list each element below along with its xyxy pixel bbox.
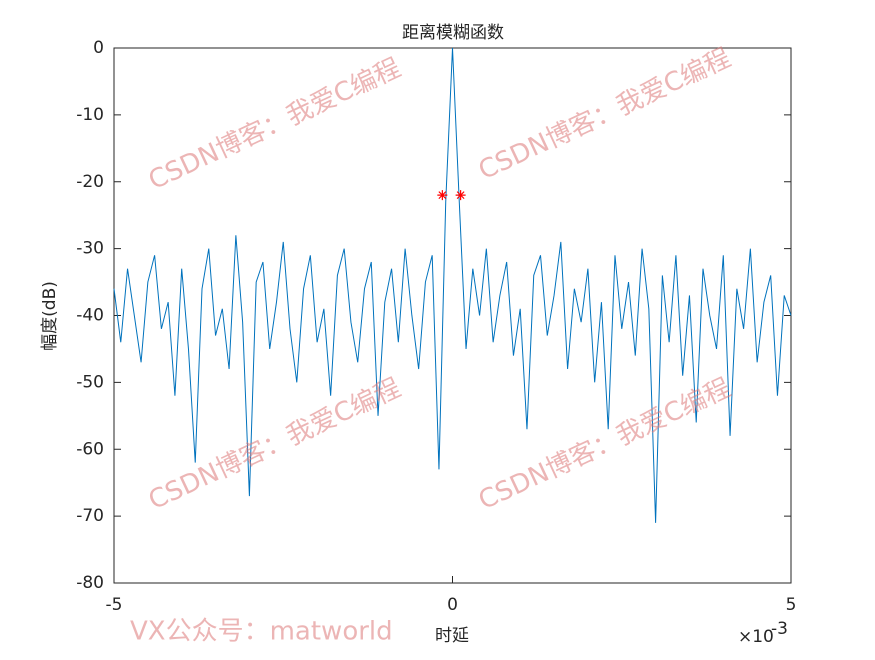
- chart-title: 距离模糊函数: [402, 23, 504, 43]
- y-tick-label: -80: [76, 573, 104, 593]
- x-tick-label: 0: [447, 595, 458, 615]
- x-multiplier-exponent: -3: [771, 619, 788, 639]
- y-tick-label: -70: [76, 506, 104, 526]
- y-tick-label: -10: [76, 105, 104, 125]
- x-axis-label: 时延: [435, 626, 469, 646]
- y-tick-label: 0: [93, 38, 104, 58]
- y-tick-label: -30: [76, 239, 104, 259]
- marker: [437, 190, 448, 201]
- x-tick-label: -5: [106, 595, 123, 615]
- y-tick-label: -40: [76, 306, 104, 326]
- y-tick-label: -60: [76, 439, 104, 459]
- line: [113, 47, 792, 523]
- y-tick-label: -50: [76, 372, 104, 392]
- footer-watermark: VX公众号：matworld: [130, 617, 393, 647]
- y-axis-label: 幅度(dB): [40, 281, 60, 351]
- x-multiplier-base: ×10: [738, 627, 774, 647]
- plot-frame: [113, 47, 792, 584]
- marker: [455, 190, 466, 201]
- y-tick-label: -20: [76, 172, 104, 192]
- x-tick-label: 5: [786, 595, 797, 615]
